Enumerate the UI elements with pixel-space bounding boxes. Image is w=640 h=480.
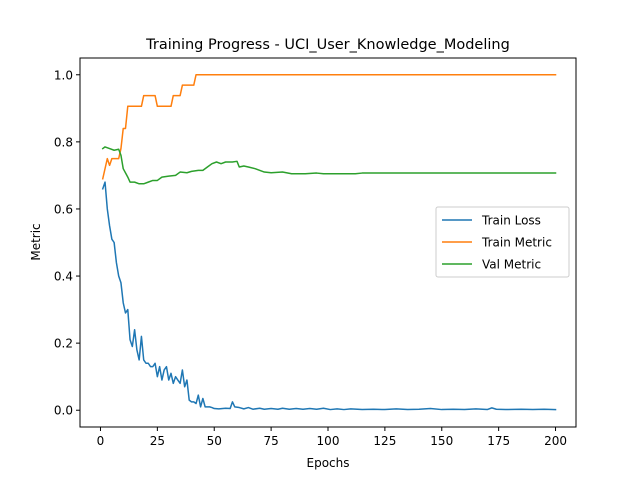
x-axis-ticks: 0 25 50 75 100 125 150 175 200 (97, 427, 567, 448)
x-tick-label: 200 (544, 434, 567, 448)
y-tick-label: 0.0 (54, 404, 73, 418)
x-tick-label: 25 (150, 434, 165, 448)
legend: Train Loss Train Metric Val Metric (435, 206, 570, 278)
series-line-train-metric (101, 74, 557, 180)
series-line-val-metric (101, 146, 557, 185)
legend-box (435, 206, 570, 278)
x-tick-label: 75 (263, 434, 278, 448)
x-tick-label: 0 (97, 434, 105, 448)
x-axis-label: Epochs (307, 456, 350, 470)
x-tick-label: 125 (373, 434, 396, 448)
x-tick-label: 100 (317, 434, 340, 448)
x-tick-label: 150 (430, 434, 453, 448)
series-line-train-loss (101, 181, 557, 411)
y-tick-label: 0.8 (54, 135, 73, 149)
y-tick-label: 1.0 (54, 68, 73, 82)
x-tick-label: 50 (207, 434, 222, 448)
y-axis-ticks: 0.0 0.2 0.4 0.6 0.8 1.0 (54, 68, 80, 418)
legend-label: Train Metric (481, 236, 552, 250)
legend-label: Val Metric (482, 258, 541, 272)
y-tick-label: 0.6 (54, 202, 73, 216)
x-tick-label: 175 (487, 434, 510, 448)
y-tick-label: 0.2 (54, 337, 73, 351)
chart-title: Training Progress - UCI_User_Knowledge_M… (145, 37, 510, 53)
legend-label: Train Loss (481, 214, 541, 228)
plot-lines (101, 74, 557, 411)
y-tick-label: 0.4 (54, 270, 73, 284)
y-axis-label: Metric (29, 223, 43, 260)
